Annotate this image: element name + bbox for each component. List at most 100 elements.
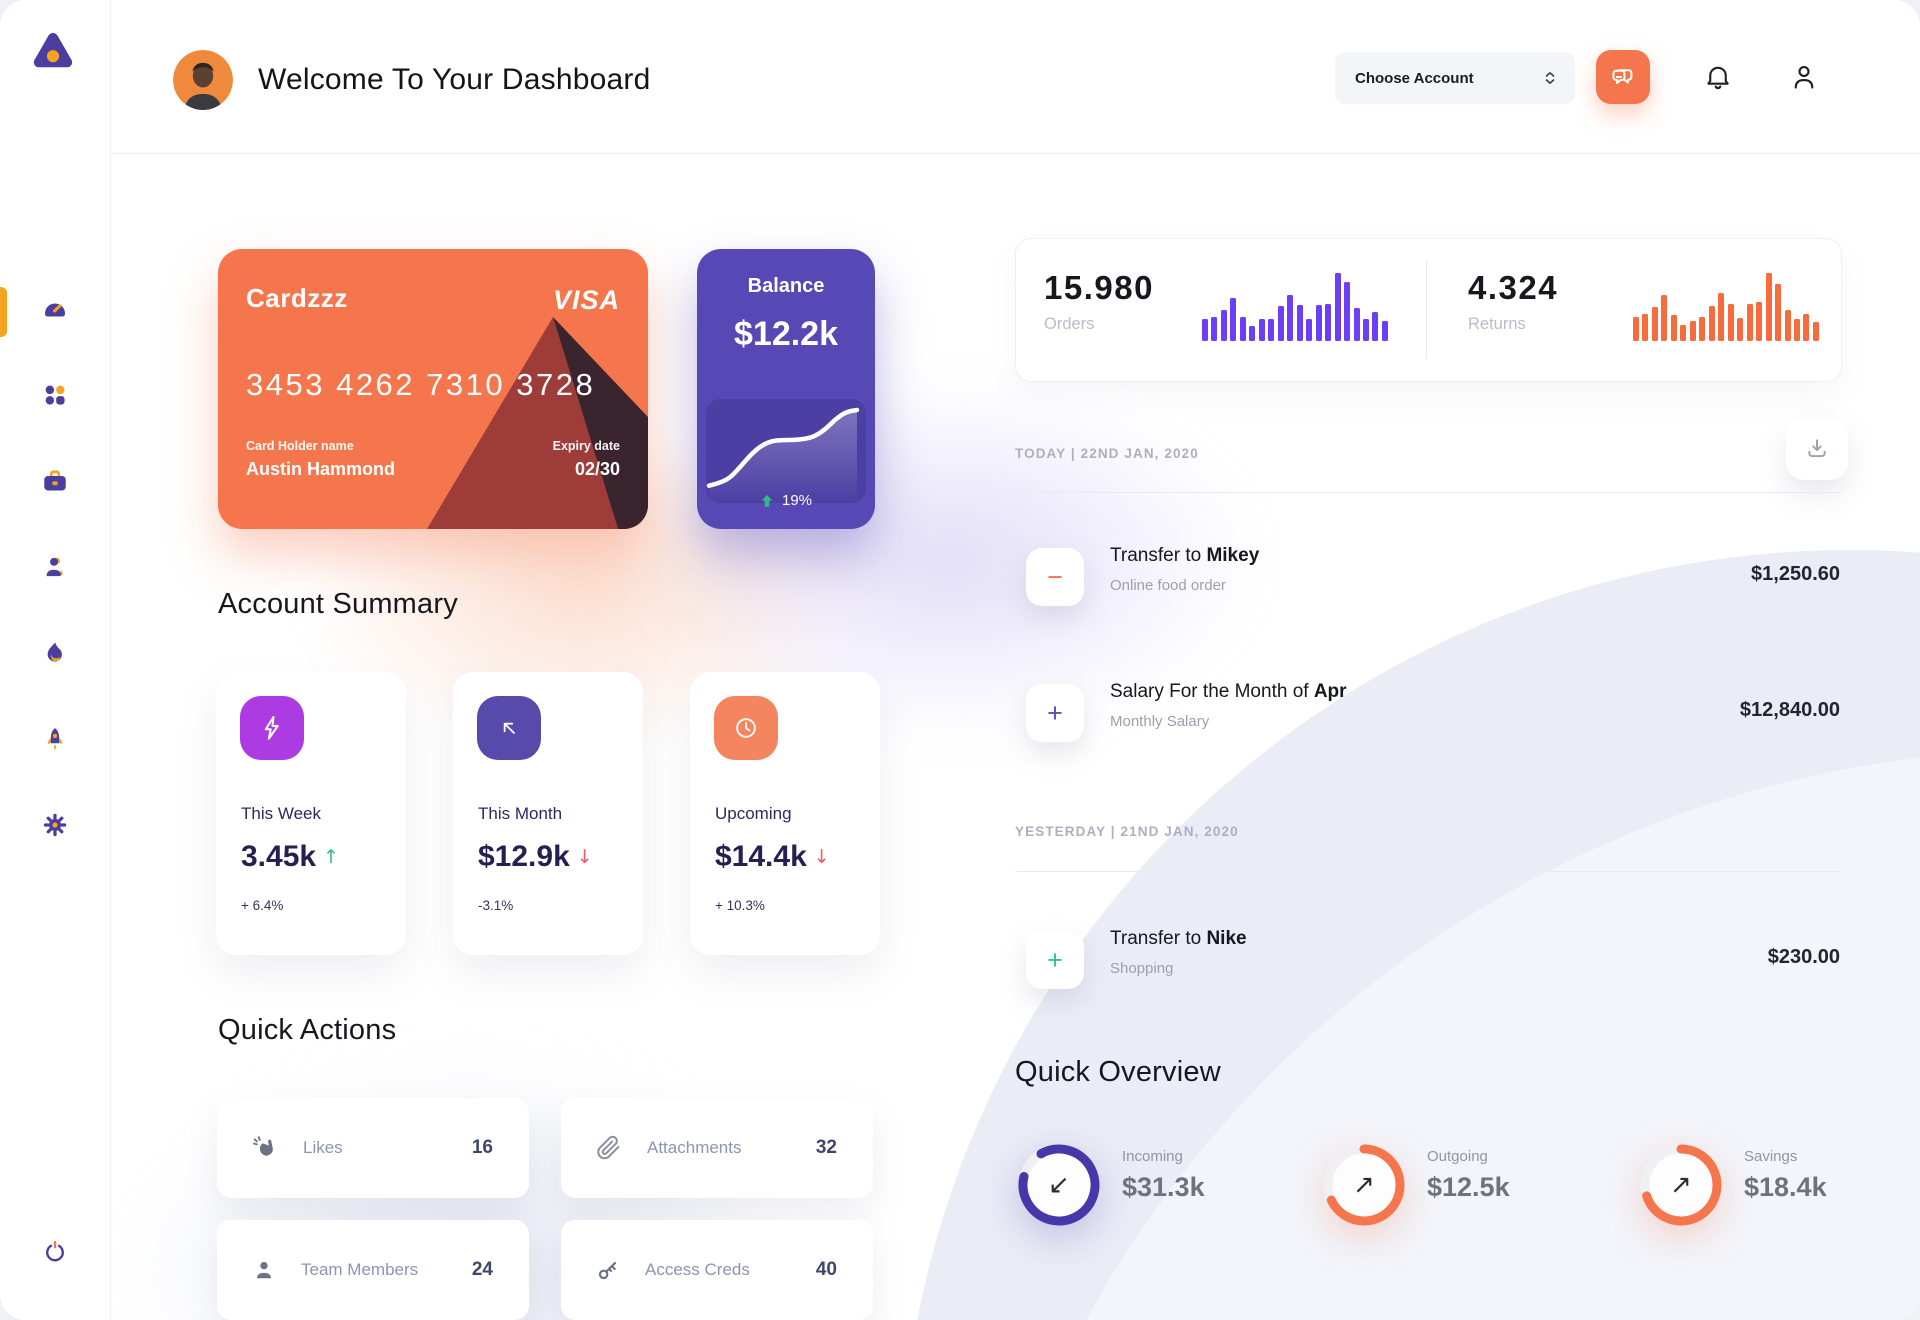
quick-action-attachments[interactable]: Attachments 32 [561,1098,873,1198]
credit-card: Cardzzz VISA 3453 4262 7310 3728 Card Ho… [218,249,648,529]
orders-label: Orders [1044,315,1095,333]
power-icon [46,1241,64,1262]
transaction-subtitle: Shopping [1110,960,1174,977]
clap-icon [253,1136,273,1156]
profile-button[interactable] [1782,55,1826,99]
transaction-amount: $1,250.60 [1751,563,1840,585]
briefcase-icon [44,470,66,491]
balance-change-value: 19% [781,492,813,509]
summary-value: $12.9k ↓ [478,840,593,874]
user-outline-icon [1794,65,1814,89]
arrow-up-icon [761,494,773,507]
overview-value: $12.5k [1427,1172,1510,1202]
returns-value: 4.324 [1468,269,1559,306]
user-icon [46,557,63,577]
bell-icon [1707,66,1729,90]
sidebar-nav [0,287,110,847]
quick-action-team-members[interactable]: Team Members 24 [217,1220,529,1320]
quick-actions-heading: Quick Actions [218,1014,397,1046]
choose-account-select[interactable]: Choose Account [1335,52,1575,104]
orders-value: 15.980 [1044,269,1154,306]
card-expiry-label: Expiry date [552,439,620,453]
notifications-button[interactable] [1696,55,1740,99]
summary-value-text: 3.45k [241,840,317,873]
app-logo[interactable] [26,26,80,80]
logout-power-button[interactable] [33,1230,77,1274]
quick-action-count: 16 [471,1137,493,1158]
sidebar-item-launch[interactable] [33,717,77,761]
quick-action-likes[interactable]: Likes 16 [217,1098,529,1198]
account-summary-heading: Account Summary [218,588,458,620]
transaction-title-prefix: Transfer to [1110,928,1207,949]
date-group-yesterday: YESTERDAY | 21ND JAN, 2020 [1015,824,1239,839]
incoming-ring: ↙ [1014,1140,1104,1230]
summary-delta: + 6.4% [241,898,284,913]
messages-button[interactable] [1596,50,1650,104]
debit-minus-icon: − [1026,548,1084,606]
summary-value-text: $12.9k [478,840,570,873]
transaction-row-salary[interactable]: + Salary For the Month of Apr Monthly Sa… [1015,671,1840,755]
rocket-icon [47,728,63,750]
orders-returns-stats: 15.980 Orders 4.324 Returns [1015,238,1842,382]
paperclip-icon [597,1135,620,1160]
chevron-updown-icon [1545,72,1555,84]
person-icon [257,1261,271,1279]
arrow-up-right-icon: ↗ [1670,1170,1692,1200]
transaction-row-mikey[interactable]: − Transfer to Mikey Online food order $1… [1015,535,1840,619]
card-holder-block: Card Holder name Austin Hammond [246,439,395,480]
triangle-logo-icon [33,32,73,68]
summary-card-upcoming: Upcoming $14.4k ↓ + 10.3% [690,672,880,955]
divider [1015,871,1840,872]
overview-outgoing: ↗ Outgoing $12.5k [1319,1140,1619,1250]
flame-icon [47,642,62,662]
card-number: 3453 4262 7310 3728 [246,367,596,402]
summary-value: $14.4k ↓ [715,840,830,874]
overview-incoming: ↙ Incoming $31.3k [1014,1140,1314,1250]
quick-action-label: Team Members [301,1260,419,1279]
trend-up-arrow: ↑ [323,846,339,868]
transaction-row-nike[interactable]: + Transfer to Nike Shopping $230.00 [1015,918,1840,1002]
credit-plus-icon: + [1026,684,1084,742]
clock-icon [714,696,778,760]
transaction-title-prefix: Transfer to [1110,545,1207,566]
transaction-title-prefix: Salary For the Month of [1110,681,1314,702]
trend-down-arrow: ↓ [813,846,830,868]
page-title: Welcome To Your Dashboard [258,63,651,96]
credit-plus-icon: + [1026,931,1084,989]
overview-label: Savings [1744,1148,1798,1165]
transaction-amount: $230.00 [1767,946,1840,968]
returns-bar-chart [1633,273,1819,341]
sidebar-item-team[interactable] [33,545,77,589]
card-holder-label: Card Holder name [246,439,354,453]
quick-action-access-creds[interactable]: Access Creds 40 [561,1220,873,1320]
summary-value-text: $14.4k [715,840,807,873]
summary-delta: + 10.3% [715,898,765,913]
speedometer-icon [45,303,65,317]
stats-divider [1426,261,1427,359]
overview-value: $18.4k [1744,1172,1827,1202]
summary-card-this-week: This Week 3.45k ↑ + 6.4% [216,672,406,955]
card-nickname: Cardzzz [246,283,348,313]
transaction-amount: $12,840.00 [1739,699,1840,721]
overview-label: Incoming [1122,1148,1183,1165]
download-statement-button[interactable] [1786,418,1848,480]
sidebar-item-apps[interactable] [33,373,77,417]
overview-savings: ↗ Savings $18.4k [1636,1140,1920,1250]
savings-ring: ↗ [1636,1140,1726,1230]
transaction-title-bold: Apr [1313,681,1347,702]
header: Welcome To Your Dashboard Choose Account [110,0,1920,154]
sidebar-item-activity[interactable] [33,631,77,675]
sidebar-item-dashboard[interactable] [33,287,77,331]
download-icon [1808,439,1826,458]
orders-bar-chart [1202,273,1388,341]
summary-value: 3.45k ↑ [241,840,339,874]
user-avatar[interactable] [173,50,233,110]
balance-amount: $12.2k [734,315,838,353]
summary-card-this-month: This Month $12.9k ↓ -3.1% [453,672,643,955]
sidebar-item-settings[interactable] [33,803,77,847]
quick-action-count: 32 [815,1137,837,1158]
sidebar-item-portfolio[interactable] [33,459,77,503]
transaction-title-bold: Nike [1206,928,1247,949]
quick-action-count: 24 [471,1259,493,1280]
